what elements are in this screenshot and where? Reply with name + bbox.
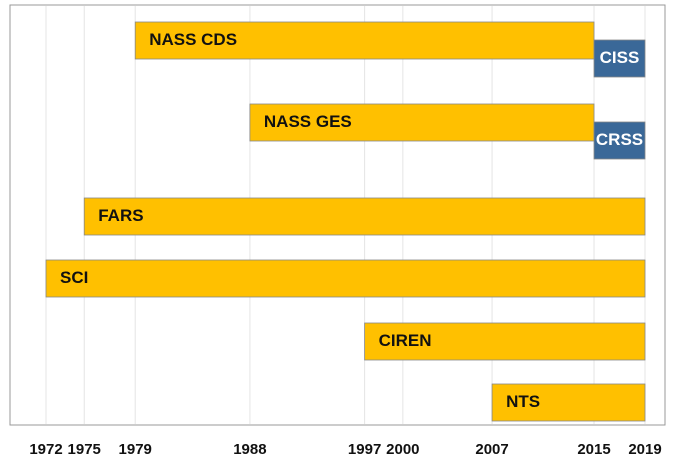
x-tick-label: 1979 [119,441,152,458]
bar [491,383,646,422]
bar [249,103,595,142]
bar-label: FARS [98,206,143,225]
x-tick-label: 1972 [29,441,62,458]
bar [83,197,646,236]
bar-label: CIREN [379,331,432,350]
x-tick-label: 1975 [68,441,101,458]
bar [593,39,646,78]
bar-label: CISS [600,48,640,67]
bar [45,259,646,298]
x-tick-label: 2015 [577,441,610,458]
bar-label: CRSS [596,130,643,149]
plot-frame [9,4,666,426]
bar [593,121,646,160]
bar-label: NTS [506,392,540,411]
x-tick-label: 2007 [475,441,508,458]
x-tick-label: 1988 [233,441,266,458]
x-tick-label: 2000 [386,441,419,458]
bar-label: NASS CDS [149,30,237,49]
bar-label: NASS GES [264,112,352,131]
x-tick-label: 1997 [348,441,381,458]
x-tick-label: 2019 [628,441,661,458]
bar [364,322,646,361]
bar-label: SCI [60,268,88,287]
